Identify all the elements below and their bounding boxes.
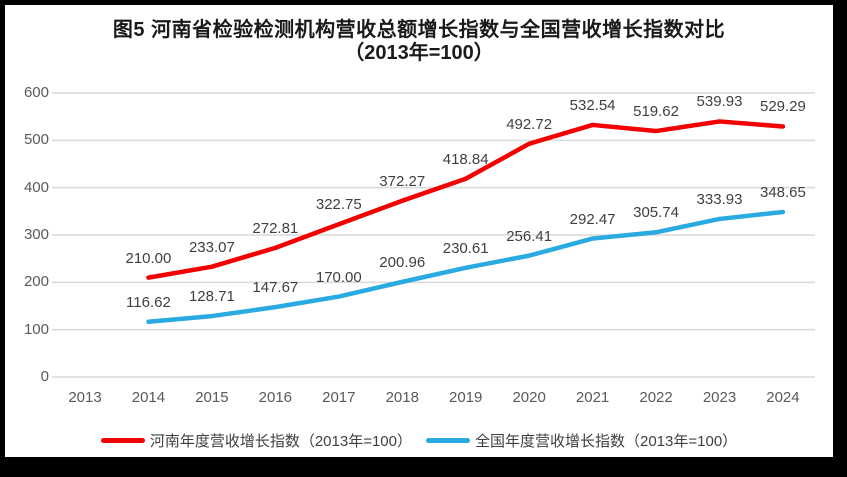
data-label: 529.29 [759,98,806,116]
data-label: 200.96 [379,253,426,271]
chart-subtitle: （2013年=100） [344,42,494,64]
chart-title-block: 图5 河南省检验检测机构营收总额增长指数与全国营收增长指数对比 （2013年=1… [5,18,833,65]
data-label: 519.62 [633,103,679,121]
data-label: 147.67 [252,279,299,297]
x-tick-label: 2017 [322,389,356,406]
y-tick-label: 100 [23,320,49,338]
series-line [146,209,786,325]
x-tick-label: 2015 [195,389,229,406]
legend-item: 全国年度营收增长指数（2013年=100） [426,430,737,451]
data-label: 322.75 [315,196,362,214]
data-label: 348.65 [759,183,806,201]
data-label: 492.72 [506,115,553,133]
chart-title: 图5 河南省检验检测机构营收总额增长指数与全国营收增长指数对比 [112,19,726,41]
y-tick-label: 400 [23,178,49,196]
y-tick-label: 300 [23,226,49,243]
x-tick-label: 2018 [385,389,419,406]
data-label: 305.74 [633,204,679,222]
legend: 河南年度营收增长指数（2013年=100） 全国年度营收增长指数（2013年=10… [5,430,833,451]
x-tick-label: 2016 [258,389,293,406]
data-label: 418.84 [442,150,489,168]
x-tick-label: 2022 [639,389,673,406]
legend-label: 河南年度营收增长指数（2013年=100） [149,433,412,450]
y-tick-label: 200 [23,273,49,291]
data-label: 256.41 [506,227,553,245]
chart-area: 图5 河南省检验检测机构营收总额增长指数与全国营收增长指数对比 （2013年=1… [5,5,833,457]
legend-item: 河南年度营收增长指数（2013年=100） [100,430,412,451]
data-label: 333.93 [696,190,743,208]
x-tick-label: 2019 [449,389,483,406]
x-tick-label: 2021 [575,389,610,406]
legend-label: 全国年度营收增长指数（2013年=100） [475,433,738,450]
data-label: 292.47 [569,210,616,228]
x-tick-label: 2023 [702,389,737,406]
data-label: 116.62 [126,293,171,311]
data-label: 170.00 [315,268,362,286]
plot-area [52,92,815,378]
data-label: 272.81 [252,219,299,237]
x-tick-label: 2024 [766,389,800,406]
data-label: 539.93 [696,93,743,111]
series-line [146,119,786,280]
data-label: 372.27 [379,172,426,190]
y-tick-label: 600 [23,84,49,101]
x-tick-label: 2014 [131,389,166,406]
data-label: 128.71 [188,288,235,306]
data-label: 230.61 [442,239,489,257]
legend-line-swatch [100,438,145,443]
data-label: 210.00 [125,249,172,267]
x-tick-label: 2013 [68,389,102,406]
data-label: 233.07 [188,238,235,256]
y-tick-label: 500 [23,131,49,149]
y-tick-label: 0 [40,368,49,385]
x-tick-label: 2020 [512,389,546,406]
legend-line-swatch [426,438,470,443]
data-label: 532.54 [569,96,616,114]
